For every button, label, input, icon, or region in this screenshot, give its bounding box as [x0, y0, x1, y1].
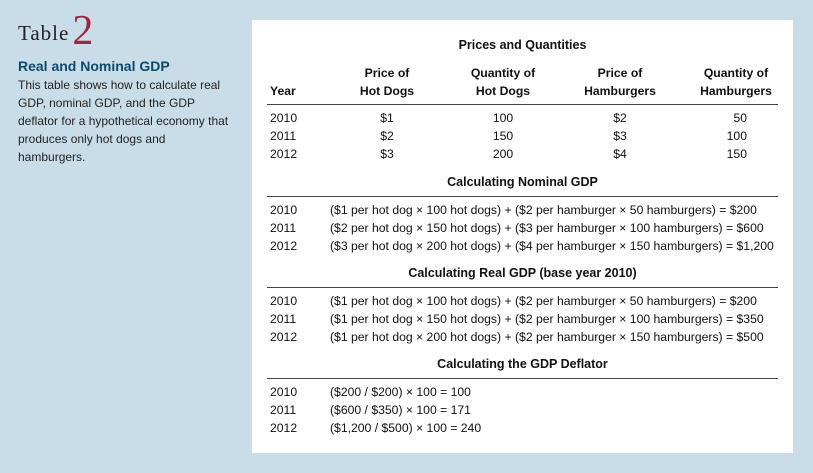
qty-hot-dogs-cell: 200 — [492, 147, 514, 161]
qty-hamburgers-cell: 50 — [733, 111, 747, 125]
caption-description: This table shows how to calculate real G… — [18, 78, 229, 164]
year-cell: 2011 — [270, 403, 297, 417]
year-cell: 2012 — [270, 239, 298, 253]
header-price-hot-dogs: Price of Hot Dogs — [337, 64, 437, 100]
header-line: Hamburgers — [584, 84, 656, 98]
table-label: Table 2 — [18, 8, 240, 52]
header-price-hamburgers: Price of Hamburgers — [570, 64, 670, 100]
header-line: Hamburgers — [700, 84, 772, 98]
header-qty-hot-dogs: Quantity of Hot Dogs — [452, 64, 554, 100]
price-hot-dogs-cell: $1 — [380, 111, 394, 125]
calc-cell: ($200 / $200) × 100 = 100 — [330, 385, 471, 399]
header-line: Hot Dogs — [475, 84, 531, 98]
qty-hot-dogs-cell: 150 — [492, 129, 514, 143]
header-qty-hamburgers: Quantity of Hamburgers — [686, 64, 786, 100]
year-cell: 2012 — [270, 421, 298, 435]
calc-cell: ($2 per hot dog × 150 hot dogs) + ($3 pe… — [330, 221, 764, 235]
calc-cell: ($1 per hot dog × 100 hot dogs) + ($2 pe… — [330, 203, 757, 217]
price-hamburgers-cell: $4 — [613, 147, 627, 161]
calc-cell: ($1 per hot dog × 150 hot dogs) + ($2 pe… — [330, 312, 764, 326]
rule — [267, 287, 778, 288]
price-hamburgers-cell: $2 — [613, 111, 627, 125]
calc-cell: ($1 per hot dog × 200 hot dogs) + ($2 pe… — [330, 330, 764, 344]
price-hot-dogs-cell: $2 — [380, 129, 394, 143]
year-cell: 2010 — [270, 385, 298, 399]
section-title-deflator: Calculating the GDP Deflator — [437, 357, 608, 371]
header-line: Quantity of — [470, 66, 536, 80]
rule — [267, 378, 778, 379]
qty-hamburgers-cell: 100 — [726, 129, 747, 143]
year-cell: 2011 — [270, 312, 297, 326]
year-cell: 2011 — [270, 129, 297, 143]
rule — [267, 196, 778, 197]
calc-cell: ($600 / $350) × 100 = 171 — [330, 403, 471, 417]
price-hamburgers-cell: $3 — [613, 129, 627, 143]
calc-cell: ($1 per hot dog × 100 hot dogs) + ($2 pe… — [330, 294, 757, 308]
section-title-prices: Prices and Quantities — [458, 38, 587, 52]
calc-cell: ($3 per hot dog × 200 hot dogs) + ($4 pe… — [330, 239, 774, 253]
header-line: Price of — [597, 66, 643, 80]
price-hot-dogs-cell: $3 — [380, 147, 394, 161]
year-cell: 2010 — [270, 203, 298, 217]
caption-title: Real and Nominal GDP — [18, 58, 170, 74]
header-line: Price of — [364, 66, 410, 80]
year-cell: 2012 — [270, 147, 298, 161]
qty-hot-dogs-cell: 100 — [492, 111, 514, 125]
header-line: Quantity of — [703, 66, 769, 80]
year-cell: 2010 — [270, 294, 298, 308]
header-year: Year — [270, 84, 296, 98]
table-caption: Table 2 Real and Nominal GDP This table … — [18, 8, 240, 166]
year-cell: 2010 — [270, 111, 298, 125]
gdp-table: Prices and Quantities Year Price of Hot … — [252, 20, 793, 453]
table-word: Table — [18, 21, 70, 45]
table-number: 2 — [72, 8, 94, 54]
year-cell: 2012 — [270, 330, 298, 344]
header-line: Hot Dogs — [359, 84, 415, 98]
rule — [267, 104, 778, 105]
calc-cell: ($1,200 / $500) × 100 = 240 — [330, 421, 482, 435]
qty-hamburgers-cell: 150 — [726, 147, 747, 161]
section-title-real: Calculating Real GDP (base year 2010) — [408, 266, 637, 280]
year-cell: 2011 — [270, 221, 297, 235]
section-title-nominal: Calculating Nominal GDP — [447, 175, 598, 189]
